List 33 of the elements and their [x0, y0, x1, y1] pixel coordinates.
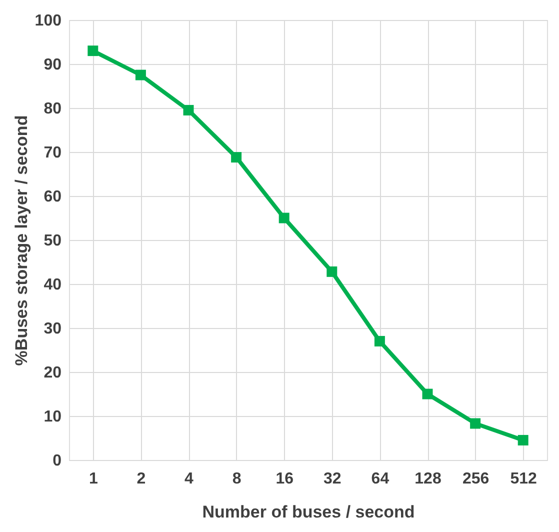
x-tick-label: 256 [462, 470, 490, 488]
point [135, 70, 146, 80]
x-tick-label: 64 [371, 470, 390, 488]
x-tick-label: 16 [276, 470, 294, 488]
y-axis-title: %Buses storage layer / second [12, 115, 31, 366]
y-tick-label: 10 [44, 408, 62, 426]
point [374, 336, 385, 346]
x-tick-label: 128 [414, 470, 442, 488]
x-tick-label: 2 [136, 470, 146, 488]
x-tick-label: 1 [88, 470, 98, 488]
y-tick-label: 70 [44, 144, 62, 162]
point [231, 152, 242, 163]
y-tick-label: 60 [44, 188, 62, 206]
point [470, 418, 481, 429]
x-tick-label: 32 [324, 470, 342, 488]
y-tick-label: 80 [44, 100, 62, 118]
x-axis-title: Number of buses / second [202, 502, 415, 522]
point [88, 46, 98, 56]
y-tick-label: 50 [44, 232, 62, 250]
y-tick-label: 0 [52, 452, 62, 470]
point [278, 212, 290, 224]
y-tick-label: 40 [44, 276, 62, 294]
point [422, 388, 433, 400]
point [518, 434, 528, 446]
point [183, 104, 194, 116]
y-tick-label: 20 [44, 364, 62, 382]
y-tick-label: 100 [34, 12, 62, 30]
x-tick-label: 4 [184, 470, 194, 488]
point [326, 266, 338, 277]
x-tick-label: 512 [510, 470, 538, 488]
x-tick-label: 8 [232, 470, 242, 488]
y-tick-label: 30 [44, 320, 62, 338]
y-tick-label: 90 [44, 56, 62, 74]
